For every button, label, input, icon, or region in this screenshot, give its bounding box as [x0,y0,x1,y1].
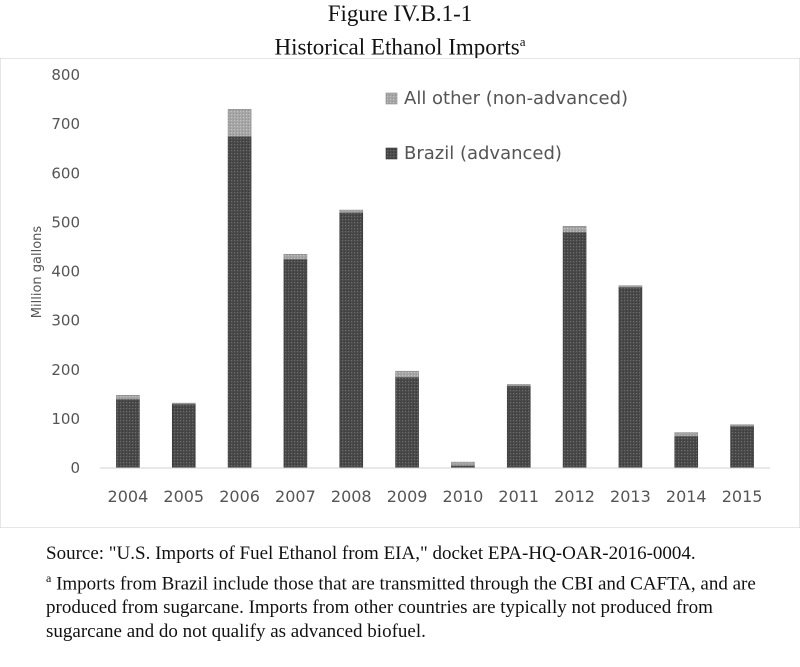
legend-label-brazil: Brazil (advanced) [404,143,562,164]
x-tick-label: 2008 [331,487,372,506]
legend-swatch-brazil [385,147,398,160]
bar-other [227,109,252,137]
bar-brazil [618,286,643,469]
x-tick-label: 2012 [554,487,595,506]
y-axis: 0 100 200 300 400 500 600 700 800 [51,66,80,477]
legend-label-other: All other (non-advanced) [404,88,628,109]
bar-brazil [674,435,699,469]
bar-other [562,226,587,233]
x-tick-label: 2009 [387,487,428,506]
footnote-text: Imports from Brazil include those that a… [46,573,756,643]
y-tick-label: 100 [51,410,80,428]
source-note: Source: "U.S. Imports of Fuel Ethanol fr… [46,542,786,644]
x-tick-label: 2006 [219,487,260,506]
bar-brazil [395,376,419,469]
bar-other [339,209,364,213]
figure-title: Historical Ethanol Importsa [0,28,800,62]
figure-title-text: Historical Ethanol Imports [274,34,520,60]
bar-other [618,285,643,288]
bar-brazil [116,398,140,469]
bar-other [116,394,140,400]
x-tick-label: 2015 [722,487,763,506]
x-tick-label: 2014 [666,487,707,506]
y-tick-label: 500 [51,213,80,231]
x-tick-label: 2005 [163,487,204,506]
bars [116,109,754,469]
y-tick-label: 800 [51,66,80,84]
legend-swatch-other [385,92,398,105]
bar-brazil [171,403,196,469]
bar-other [674,432,699,437]
bar-other [395,370,419,378]
footnote: a Imports from Brazil include those that… [46,566,786,644]
bar-other [730,424,754,427]
y-tick-label: 400 [51,263,80,281]
y-tick-label: 700 [51,115,80,133]
y-tick-label: 300 [51,312,80,330]
bar-brazil [339,212,364,469]
y-tick-label: 200 [51,361,80,379]
y-axis-label: Million gallons [30,226,45,319]
chart-area: 0 100 200 300 400 500 600 700 800 2004 2005 2006 20… [0,57,800,529]
x-tick-label: 2013 [610,487,651,506]
source-citation: Source: "U.S. Imports of Fuel Ethanol fr… [46,543,696,564]
figure-title-footnote-mark: a [519,34,526,49]
bar-other [171,402,196,405]
bar-other [451,461,475,466]
legend: All other (non-advanced) Brazil (advanced… [385,88,628,164]
figure-number: Figure IV.B.1-1 [327,1,473,26]
bar-brazil [730,425,754,469]
bar-other [283,254,308,260]
bar-brazil [227,136,252,469]
x-tick-label: 2011 [498,487,539,506]
x-tick-label: 2004 [108,487,149,506]
bar-brazil [506,385,531,469]
y-tick-label: 600 [51,164,80,182]
bar-other [506,384,531,387]
bar-brazil [562,231,587,469]
footnote-mark: a [46,571,52,585]
x-axis: 2004 2005 2006 2007 2008 2009 2010 2011 2012 2013… [108,487,763,506]
bar-brazil [283,258,308,469]
x-tick-label: 2010 [443,487,484,506]
y-tick-label: 0 [70,459,80,477]
chart-title-block: Figure IV.B.1-1 Historical Ethanol Impor… [0,0,800,62]
x-tick-label: 2007 [275,487,316,506]
